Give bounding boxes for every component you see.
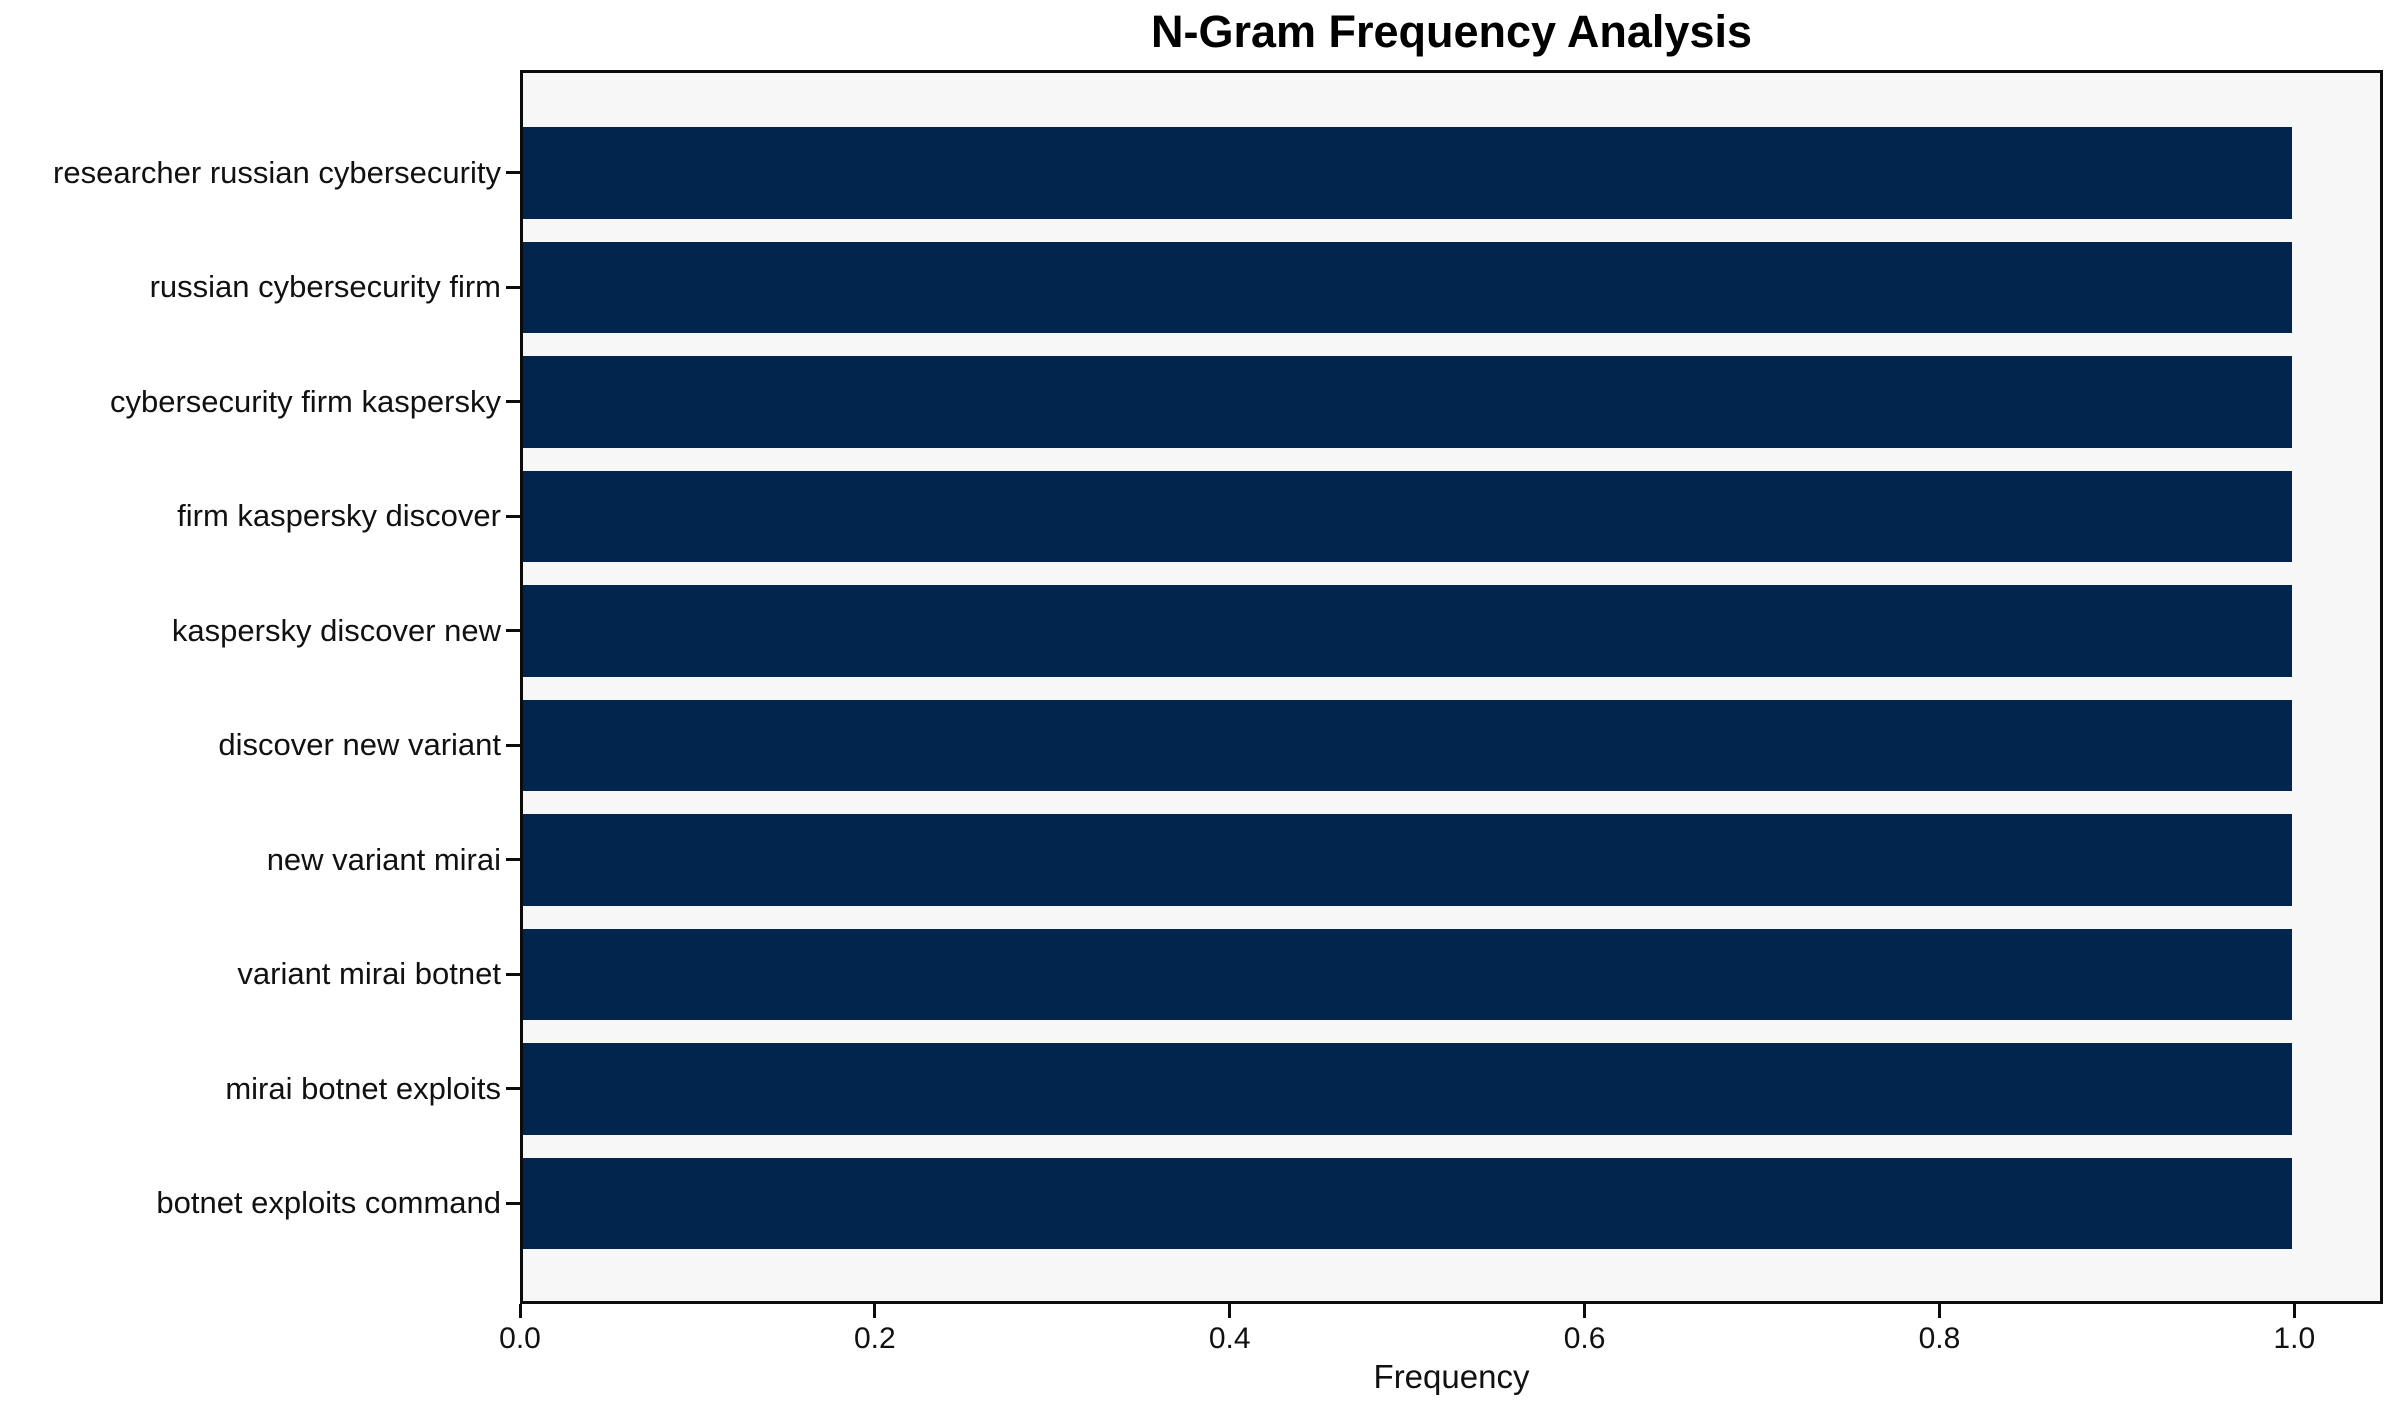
y-tick-mark-1 — [506, 285, 520, 289]
y-tick-mark-5 — [506, 743, 520, 747]
y-tick-mark-8 — [506, 1087, 520, 1091]
y-tick-label-9: botnet exploits command — [156, 1185, 501, 1221]
y-tick-mark-3 — [506, 514, 520, 518]
y-tick-mark-6 — [506, 858, 520, 862]
x-tick-label-3: 0.6 — [1563, 1322, 1606, 1355]
x-axis-label: Frequency — [1373, 1358, 1530, 1395]
x-tick-label-2: 0.4 — [1208, 1322, 1251, 1355]
x-tick-mark-5 — [2292, 1304, 2296, 1318]
y-tick-label-2: cybersecurity firm kaspersky — [109, 383, 501, 419]
y-tick-label-7: variant mirai botnet — [237, 956, 501, 992]
x-tick-mark-0 — [518, 1304, 522, 1318]
x-tick-label-1: 0.2 — [853, 1322, 896, 1355]
bar-4 — [523, 585, 2292, 677]
y-tick-label-3: firm kaspersky discover — [177, 498, 501, 534]
y-tick-label-6: new variant mirai — [266, 841, 501, 877]
bar-5 — [523, 699, 2292, 792]
y-tick-mark-4 — [506, 629, 520, 633]
bar-8 — [523, 1043, 2292, 1135]
y-tick-label-8: mirai botnet exploits — [225, 1070, 501, 1106]
bar-0 — [523, 127, 2292, 219]
x-tick-label-4: 0.8 — [1918, 1322, 1961, 1355]
y-tick-label-0: researcher russian cybersecurity — [53, 154, 501, 190]
x-tick-label-5: 1.0 — [2273, 1322, 2316, 1355]
bar-6 — [523, 814, 2292, 906]
y-tick-mark-2 — [506, 400, 520, 404]
y-tick-label-4: kaspersky discover new — [171, 612, 501, 648]
x-tick-mark-1 — [873, 1304, 877, 1318]
bar-3 — [523, 470, 2292, 563]
y-tick-label-5: discover new variant — [218, 727, 501, 763]
x-tick-mark-2 — [1228, 1304, 1232, 1318]
bar-2 — [523, 356, 2292, 448]
chart-title: N-Gram Frequency Analysis — [1150, 6, 1753, 57]
bar-7 — [523, 928, 2292, 1021]
bar-9 — [523, 1157, 2292, 1250]
bar-1 — [523, 241, 2292, 334]
x-tick-mark-3 — [1583, 1304, 1587, 1318]
plot-area — [520, 70, 2383, 1304]
y-tick-mark-0 — [506, 171, 520, 175]
y-tick-mark-9 — [506, 1201, 520, 1205]
x-tick-mark-4 — [1937, 1304, 1941, 1318]
x-tick-label-0: 0.0 — [499, 1322, 541, 1355]
y-tick-label-1: russian cybersecurity firm — [149, 269, 501, 305]
y-tick-mark-7 — [506, 972, 520, 976]
